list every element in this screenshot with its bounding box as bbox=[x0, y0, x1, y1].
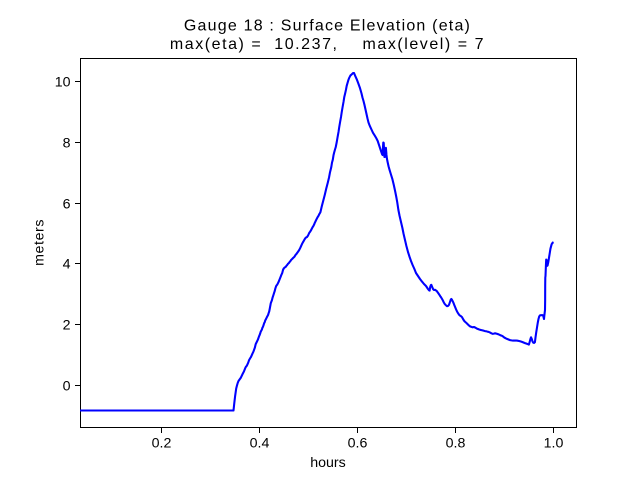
svg-text:2: 2 bbox=[63, 318, 71, 334]
svg-text:0.4: 0.4 bbox=[250, 436, 270, 452]
svg-text:Gauge 18 : Surface Elevation (: Gauge 18 : Surface Elevation (eta) bbox=[184, 18, 471, 35]
svg-text:8: 8 bbox=[63, 136, 71, 152]
svg-text:max(eta) = 10.237, max(lev: max(eta) = 10.237, max(level) = 7 bbox=[170, 36, 485, 53]
svg-text:0.8: 0.8 bbox=[446, 436, 466, 452]
svg-text:0.6: 0.6 bbox=[348, 436, 368, 452]
svg-text:hours: hours bbox=[310, 455, 346, 471]
svg-text:4: 4 bbox=[63, 257, 71, 273]
svg-text:0.2: 0.2 bbox=[152, 436, 172, 452]
svg-text:1.0: 1.0 bbox=[544, 436, 564, 452]
svg-text:0: 0 bbox=[63, 379, 71, 395]
svg-text:10: 10 bbox=[55, 75, 71, 91]
svg-text:meters: meters bbox=[31, 219, 47, 266]
svg-text:6: 6 bbox=[63, 197, 71, 213]
